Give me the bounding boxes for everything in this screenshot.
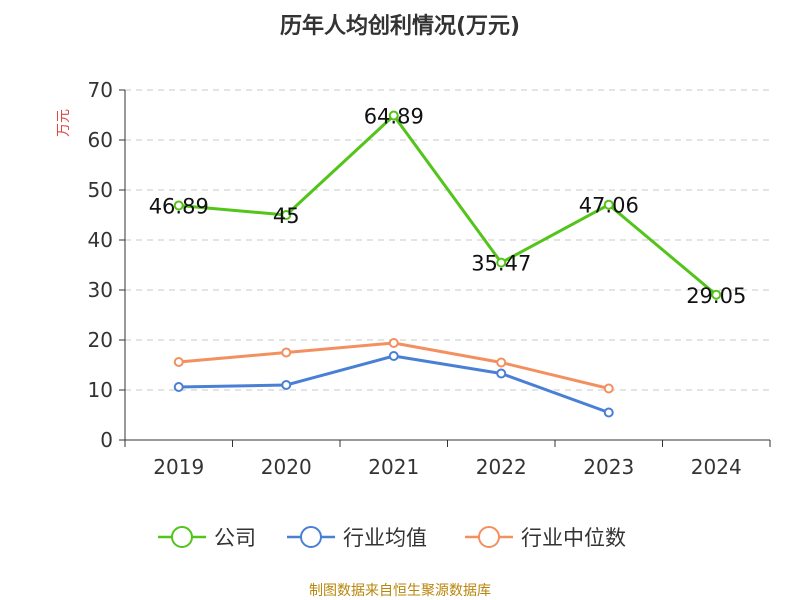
data-point: [281, 210, 292, 220]
data-label: 64.89: [364, 105, 424, 129]
data-point: [388, 338, 399, 348]
x-tick-label: 2020: [261, 455, 312, 479]
data-label: 45: [273, 204, 300, 228]
legend-label: 行业均值: [343, 526, 427, 550]
axes: 0 10 20 30 40 50 60 70 2019 2020 2021 2022 2023 2024: [88, 78, 771, 479]
y-tick-label: 30: [88, 278, 113, 302]
x-tick-label: 2022: [476, 455, 527, 479]
y-tick-label: 40: [88, 228, 113, 252]
legend-marker: [171, 526, 193, 548]
x-tick-label: 2024: [691, 455, 742, 479]
y-tick-label: 60: [88, 128, 113, 152]
data-label: 47.06: [579, 194, 639, 218]
data-labels: 46.89 45 64.89 35.47 47.06 29.05: [149, 105, 747, 308]
data-label: 35.47: [471, 252, 531, 276]
legend-label: 公司: [214, 526, 256, 550]
data-point: [281, 380, 292, 390]
legend: 公司 行业均值 行业中位数: [158, 526, 626, 550]
y-tick-label: 70: [88, 78, 113, 102]
data-label: 46.89: [149, 195, 209, 219]
data-point: [603, 199, 614, 210]
data-point: [173, 382, 184, 392]
legend-label: 行业中位数: [521, 526, 626, 550]
chart-title: 历年人均创利情况(万元): [280, 13, 520, 39]
series-line: [178, 341, 610, 390]
data-point: [173, 200, 184, 211]
data-point: [388, 351, 399, 361]
y-tick-label: 0: [100, 428, 113, 452]
legend-marker: [478, 526, 500, 548]
data-point: [603, 383, 614, 394]
y-axis-label: 万元: [56, 109, 72, 137]
data-point: [388, 110, 399, 121]
x-tick-label: 2019: [153, 455, 204, 479]
legend-marker: [300, 526, 322, 548]
data-point: [603, 407, 614, 418]
x-tick-label: 2023: [583, 455, 634, 479]
data-point: [711, 289, 722, 300]
series-line: [178, 354, 610, 414]
y-tick-label: 50: [88, 178, 113, 202]
data-point: [173, 357, 184, 367]
grid-lines: [125, 89, 770, 391]
data-point: [496, 357, 507, 368]
series-line: [178, 114, 718, 296]
series-group: [173, 110, 722, 418]
y-tick-label: 10: [88, 378, 113, 402]
data-point: [496, 257, 507, 268]
data-point: [281, 347, 292, 358]
y-tick-label: 20: [88, 328, 113, 352]
data-point: [496, 368, 507, 379]
data-label: 29.05: [686, 284, 746, 308]
x-tick-label: 2021: [368, 455, 419, 479]
source-note: 制图数据来自恒生聚源数据库: [309, 583, 491, 599]
